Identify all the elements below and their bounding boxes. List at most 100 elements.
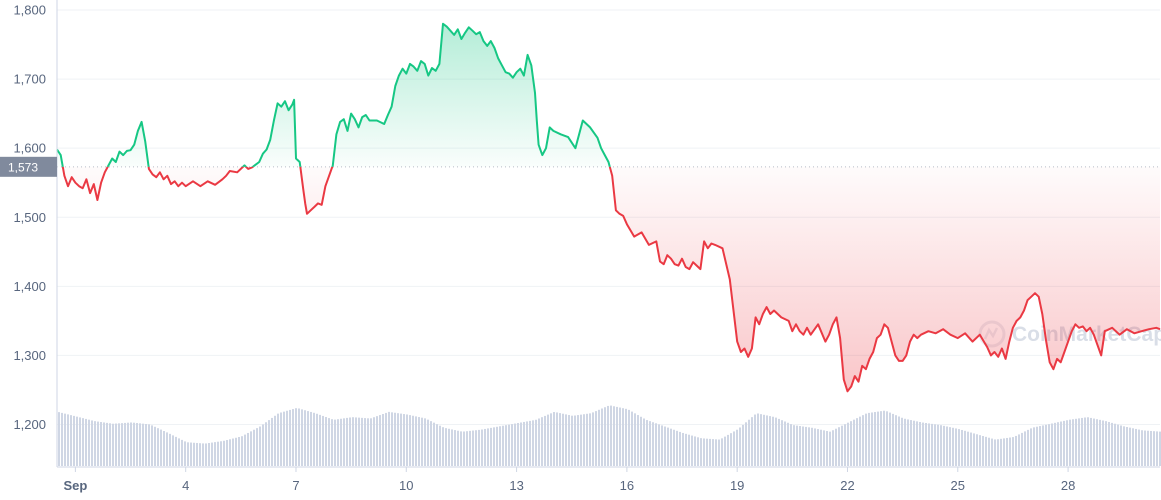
- volume-bar: [520, 422, 522, 466]
- volume-bar: [325, 417, 327, 466]
- volume-bar: [649, 421, 651, 466]
- volume-bar: [250, 431, 252, 466]
- volume-bar: [1030, 428, 1032, 466]
- volume-bar: [961, 429, 963, 466]
- volume-bar: [130, 422, 132, 466]
- volume-bar: [337, 419, 339, 466]
- volume-bar: [340, 418, 342, 466]
- volume-bar: [742, 424, 744, 466]
- volume-bar: [937, 424, 939, 466]
- volume-bar: [781, 420, 783, 466]
- volume-bar: [1009, 437, 1011, 466]
- volume-bar: [535, 419, 537, 466]
- x-tick-label: 10: [399, 478, 413, 493]
- volume-bar: [313, 412, 315, 466]
- volume-bar: [1018, 434, 1020, 466]
- volume-bar: [514, 423, 516, 466]
- volume-bar: [460, 431, 462, 466]
- volume-bar: [895, 415, 897, 466]
- volume-bar: [919, 422, 921, 466]
- volume-bar: [727, 434, 729, 466]
- volume-bar: [388, 411, 390, 466]
- volume-bar: [1114, 423, 1116, 466]
- volume-bar: [526, 421, 528, 466]
- volume-bar: [538, 418, 540, 466]
- volume-bar: [1033, 427, 1035, 466]
- volume-bar: [451, 429, 453, 466]
- reference-label: 1,573: [8, 160, 38, 174]
- volume-bar: [823, 430, 825, 466]
- volume-bar: [271, 417, 273, 466]
- volume-bar: [559, 413, 561, 466]
- volume-bar: [427, 419, 429, 466]
- volume-bar: [754, 414, 756, 466]
- volume-bar: [610, 405, 612, 466]
- volume-bar: [841, 425, 843, 466]
- volume-bar: [1057, 422, 1059, 466]
- volume-bar: [712, 439, 714, 466]
- volume-bar: [202, 443, 204, 466]
- volume-bar: [433, 422, 435, 466]
- volume-bar: [487, 428, 489, 466]
- volume-bar: [1129, 427, 1131, 466]
- volume-bar: [775, 417, 777, 466]
- volume-bar: [865, 413, 867, 466]
- volume-bar: [1054, 422, 1056, 466]
- volume-bar: [1000, 438, 1002, 466]
- volume-bar: [682, 432, 684, 466]
- volume-bar: [640, 416, 642, 466]
- volume-bar: [643, 418, 645, 466]
- volume-bar: [373, 417, 375, 466]
- volume-bar: [691, 435, 693, 466]
- volume-bar: [97, 421, 99, 466]
- volume-bar: [193, 442, 195, 466]
- volume-bar: [763, 414, 765, 466]
- volume-bar: [595, 411, 597, 466]
- volume-bar: [400, 413, 402, 466]
- volume-bar: [241, 436, 243, 466]
- volume-bar: [958, 429, 960, 466]
- volume-bar: [214, 442, 216, 466]
- volume-bar: [82, 418, 84, 466]
- volume-bar: [247, 432, 249, 466]
- volume-bar: [472, 430, 474, 466]
- volume-bar: [157, 428, 159, 466]
- volume-bar: [1024, 431, 1026, 466]
- volume-bar: [1150, 430, 1152, 466]
- volume-bar: [829, 431, 831, 466]
- volume-bar: [181, 439, 183, 466]
- volume-bar: [994, 439, 996, 466]
- volume-bar: [244, 434, 246, 466]
- volume-bar: [802, 426, 804, 466]
- volume-bar: [289, 409, 291, 466]
- x-tick-label: 19: [730, 478, 744, 493]
- volume-bar: [1063, 420, 1065, 466]
- volume-bar: [652, 422, 654, 466]
- volume-bar: [670, 428, 672, 466]
- volume-bar: [847, 422, 849, 466]
- volume-bar: [1135, 428, 1137, 466]
- volume-bar: [358, 417, 360, 466]
- volume-bar: [574, 415, 576, 466]
- volume-bar: [280, 412, 282, 466]
- volume-bar: [622, 408, 624, 466]
- volume-bar: [658, 424, 660, 466]
- volume-bar: [550, 413, 552, 466]
- y-tick-label: 1,500: [13, 210, 46, 225]
- volume-bar: [586, 413, 588, 466]
- volume-bar: [679, 431, 681, 466]
- volume-bar: [85, 418, 87, 466]
- volume-bar: [676, 430, 678, 466]
- volume-bar: [880, 411, 882, 466]
- volume-bar: [736, 429, 738, 466]
- volume-bar: [100, 422, 102, 466]
- volume-bar: [184, 441, 186, 466]
- volume-bar: [187, 442, 189, 466]
- volume-bar: [853, 419, 855, 466]
- volume-bar: [64, 413, 66, 466]
- volume-bar: [1108, 422, 1110, 466]
- volume-bar: [850, 421, 852, 466]
- reference-price-badge: 1,573: [0, 156, 57, 177]
- volume-bar: [1039, 426, 1041, 466]
- volume-bar: [118, 423, 120, 466]
